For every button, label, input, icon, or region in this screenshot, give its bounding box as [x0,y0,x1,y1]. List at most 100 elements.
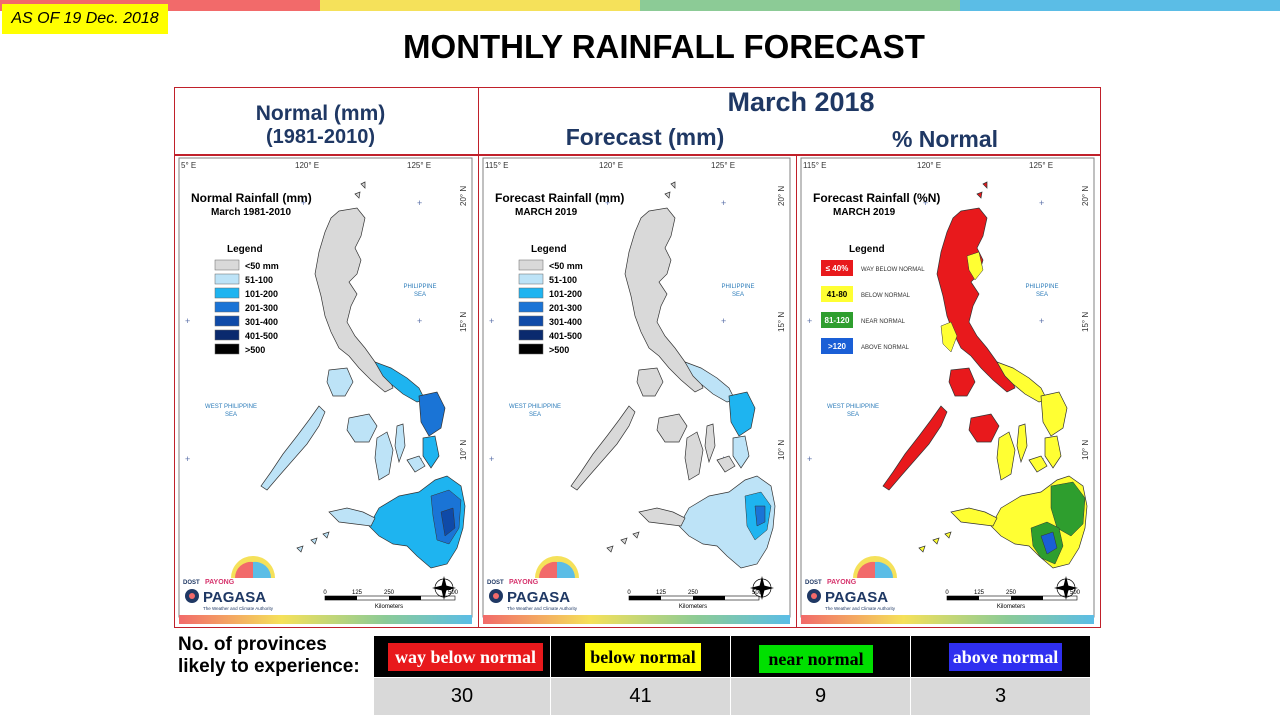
lon-label: 125° E [407,161,431,170]
graticule-plus: + [605,198,610,208]
island-mindoro [948,367,976,397]
island-panay [656,413,688,443]
graticule-plus: + [807,454,812,464]
logo-tagline: The Weather and Climate Authority [825,606,896,611]
logo-payong: PAYONG [827,579,857,586]
umbrella-panel [253,561,272,578]
legend-swatch [518,273,544,285]
legend-label: 101-200 [245,289,278,299]
category-below-label: below normal [585,643,701,671]
map-title: Normal Rainfall (mm) [191,191,312,205]
islands-group [260,181,466,569]
legend-swatch [821,260,853,276]
graticule-plus: + [417,198,422,208]
island-batanes [354,181,366,199]
header-normal-period: (1981-2010) [266,126,375,148]
sea-west-label: SEA [529,412,541,418]
count-way-below: 30 [450,685,474,707]
sea-east-label: SEA [732,292,744,298]
pagasa-emblem-core [811,593,817,599]
logo-payong: PAYONG [205,579,235,586]
as-of-badge: AS OF 19 Dec. 2018 [2,4,168,34]
mindanao-east-core-zone [754,505,766,527]
lat-label: 20° N [1081,186,1090,206]
category-cell-near: near normal [731,636,911,677]
island-mindoro [636,367,664,397]
rainbow-bar [483,615,790,624]
pagasa-emblem-core [189,593,195,599]
scale-tick-label: 125 [656,590,667,596]
legend-label: <50 mm [245,261,279,271]
graticule-plus: + [721,316,726,326]
legend-desc: WAY BELOW NORMAL [861,267,925,273]
sea-west-label: SEA [847,412,859,418]
legend-title: Legend [227,244,263,255]
graticule-plus: + [1039,316,1044,326]
strip-yellow [320,0,640,11]
legend-swatch [214,287,240,299]
graticule-plus: + [417,316,422,326]
island-negros [996,431,1016,481]
island-leyte [422,435,440,469]
legend-swatch [214,343,240,355]
luzon-west-zone [940,321,958,353]
island-samar [418,391,446,437]
legend-desc: BELOW NORMAL [861,293,911,299]
island-panay [346,413,378,443]
island-leyte [732,435,750,469]
category-cell-way-below: way below normal [374,636,551,677]
lat-label: 10° N [459,440,468,460]
logo-tagline: The Weather and Climate Authority [507,606,578,611]
legend-swatch [518,315,544,327]
count-above: 3 [994,685,1007,707]
scale-tick-label: 0 [945,590,949,596]
island-bohol [406,455,426,473]
island-palawan [260,405,326,491]
legend-swatch [214,315,240,327]
scale-tick-label: 500 [752,590,763,596]
provinces-question: No. of provinces likely to experience: [178,634,360,677]
island-sulu [296,531,330,553]
provinces-table: way below normal below normal near norma… [374,636,1090,716]
island-samar [728,391,756,437]
islands-group [882,181,1088,569]
count-near: 9 [814,685,827,707]
lat-label: 20° N [777,186,786,206]
count-cell-below: 41 [551,678,731,715]
legend-label: 401-500 [549,331,582,341]
graticule-plus: + [185,454,190,464]
lon-label: 115° E [485,161,509,170]
island-cebu [1016,423,1028,464]
legend-swatch [518,343,544,355]
scale-tick-label: 500 [1070,590,1081,596]
scale-bar-segment [325,596,357,600]
island-sulu [606,531,640,553]
map-subtitle: March 1981-2010 [211,207,291,218]
count-cell-way-below: 30 [374,678,551,715]
strip-blue [960,0,1280,11]
logo-dost: DOST [487,580,504,586]
legend-swatch [214,259,240,271]
header-month: March 2018 [727,87,875,117]
legend-label: <50 mm [549,261,583,271]
scale-unit: Kilometers [997,604,1025,610]
island-cebu [394,423,406,464]
scale-bar-segment [1011,596,1043,600]
lat-label: 15° N [1081,312,1090,332]
graticule-plus: + [923,198,928,208]
legend-swatch [214,273,240,285]
island-samar [1040,391,1068,437]
luzon-northeast-zone [966,251,984,281]
map-title: Forecast Rainfall (%N) [813,191,940,205]
header-percent: % Normal [891,126,999,152]
island-zambo [638,507,686,527]
map-subtitle: MARCH 2019 [833,207,896,218]
legend-swatch [518,287,544,299]
island-bohol [716,455,736,473]
category-cell-below: below normal [551,636,731,677]
legend-label: >500 [549,345,569,355]
